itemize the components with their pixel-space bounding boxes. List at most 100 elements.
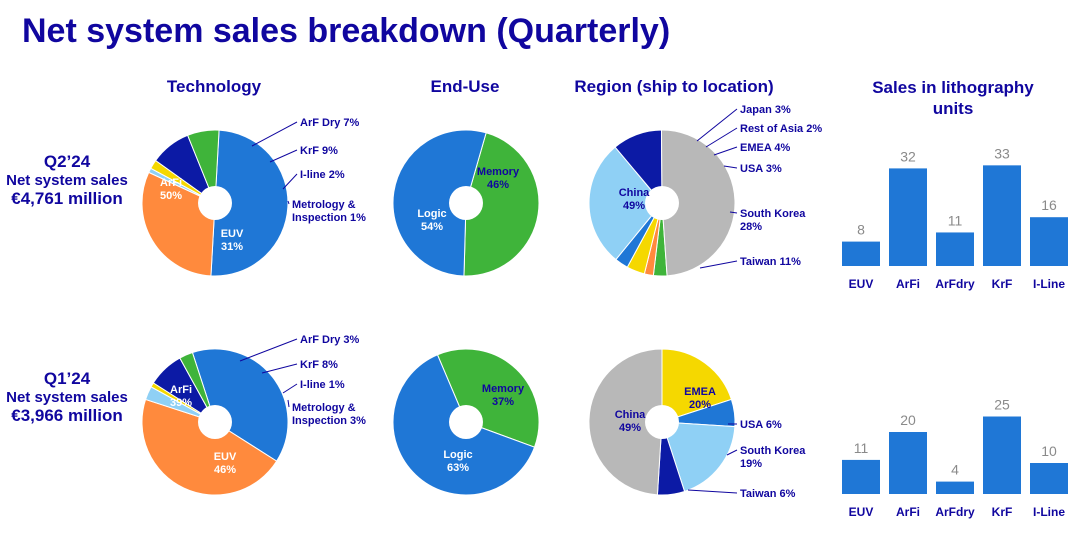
units-header: Sales in lithography units <box>872 78 1034 118</box>
technology-header: Technology <box>166 77 262 96</box>
bar-arfdry <box>936 481 974 494</box>
donut-hole <box>645 405 679 439</box>
slice-label-euv: EUV 46% <box>214 451 237 476</box>
slice-emea <box>661 348 733 423</box>
callout-line-japan <box>696 108 738 142</box>
region-q1-pie: EMEA 20% USA 6% South Korea 19% Taiwan 6% Chin… <box>588 348 806 500</box>
callout-i-line: I-line 1% <box>300 379 345 391</box>
callout-line-krf <box>261 363 298 374</box>
slice-label-china: China 49% <box>615 409 646 434</box>
callout-arf-dry: ArF Dry 7% <box>300 117 360 129</box>
callout-line-rest-of-asia <box>705 127 738 148</box>
bar-value-i-line: 16 <box>1041 197 1057 213</box>
bar-euv <box>842 459 880 494</box>
bar-category-arfi: ArFi <box>896 277 920 291</box>
region-header: Region (ship to location) <box>574 77 774 96</box>
bar-euv <box>842 241 880 266</box>
bar-category-krf: KrF <box>992 277 1013 291</box>
donut-hole <box>449 405 483 439</box>
slice-memory <box>436 348 540 448</box>
donut-hole <box>198 186 232 220</box>
slice-euv <box>141 398 278 496</box>
slice-label-memory: Memory 46% <box>477 166 520 191</box>
callout-krf: KrF 9% <box>300 145 338 157</box>
bar-value-krf: 25 <box>994 397 1010 413</box>
bar-category-i-line: I-Line <box>1033 505 1065 519</box>
callout-line-emea <box>713 146 738 156</box>
slice-arfi <box>191 348 289 462</box>
callout-arf-dry: ArF Dry 3% <box>300 334 360 346</box>
slice-label-emea: EMEA 20% <box>684 386 716 411</box>
enduse-q2-pie: Memory 46% Logic 54% <box>392 129 540 277</box>
bar-arfi <box>889 432 927 494</box>
units-q1-bar-chart: 11 EUV 20 ArFi 4 ArFdry 25 KrF 10 I-Line <box>842 397 1068 519</box>
sales-amount: €4,761 million <box>11 189 123 208</box>
callout-line-arf-dry <box>239 338 298 362</box>
callout-usa: USA 3% <box>740 163 782 175</box>
bar-value-euv: 8 <box>857 222 865 238</box>
callout-line-metrology-inspection <box>287 200 290 205</box>
bar-category-arfi: ArFi <box>896 505 920 519</box>
callout-japan: Japan 3% <box>740 104 791 116</box>
callout-metrology-inspection: Metrology & Inspection 3% <box>292 402 366 427</box>
callout-taiwan: Taiwan 11% <box>740 256 801 268</box>
bar-krf <box>983 165 1021 266</box>
callout-emea: EMEA 4% <box>740 142 791 154</box>
callout-i-line: I-line 2% <box>300 169 345 181</box>
callout-taiwan: Taiwan 6% <box>740 488 796 500</box>
callout-line-south-korea <box>729 211 738 214</box>
bar-arfdry <box>936 232 974 266</box>
quarter-label-q1: Q1’24 Net system sales €3,966 million <box>0 369 134 426</box>
callout-line-usa <box>723 165 738 169</box>
slice-china <box>660 129 736 277</box>
slice-china <box>588 348 663 496</box>
bar-arfi <box>889 168 927 266</box>
end-use-header: End-Use <box>430 77 500 96</box>
slice-arf-dry <box>179 351 216 423</box>
donut-hole <box>645 186 679 220</box>
slice-logic <box>392 129 487 277</box>
slice-label-china: China 49% <box>619 187 650 212</box>
bar-value-arfi: 32 <box>900 148 916 164</box>
donut-hole <box>198 405 232 439</box>
bar-value-arfdry: 4 <box>951 462 959 478</box>
sales-amount: €3,966 million <box>11 406 123 425</box>
bar-krf <box>983 416 1021 494</box>
sales-label: Net system sales <box>6 172 128 189</box>
slice-euv <box>141 171 216 277</box>
callout-line-krf <box>269 149 298 163</box>
quarter-name: Q2’24 <box>43 152 91 171</box>
bar-category-arfdry: ArFdry <box>935 505 975 519</box>
callout-line-i-line <box>282 383 298 394</box>
bar-value-euv: 11 <box>854 440 869 456</box>
slice-label-arfi: ArFi 39% <box>170 384 192 409</box>
tech-q1-pie: ArFi 39% EUV 46% Metrology & Inspection 3% I-l… <box>141 334 366 496</box>
bar-category-euv: EUV <box>849 277 874 291</box>
bar-value-i-line: 10 <box>1041 443 1057 459</box>
region-q2-pie: Japan 3% Rest of Asia 2% EMEA 4% USA 3% Sout… <box>588 104 822 277</box>
bar-category-krf: KrF <box>992 505 1013 519</box>
quarter-name: Q1’24 <box>43 369 91 388</box>
bar-category-arfdry: ArFdry <box>935 277 975 291</box>
units-q2-bar-chart: 8 EUV 32 ArFi 11 ArFdry 33 KrF 16 I-Line <box>842 145 1068 291</box>
slice-memory <box>463 132 540 277</box>
slice-arfi <box>210 129 289 277</box>
bar-i-line <box>1030 463 1068 494</box>
callout-line-metrology-inspection <box>287 399 290 408</box>
callout-line-i-line <box>282 173 298 190</box>
callout-line-taiwan <box>687 489 738 494</box>
callout-krf: KrF 8% <box>300 359 338 371</box>
enduse-q1-pie: Memory 37% Logic 63% <box>392 348 540 496</box>
callout-south-korea: South Korea 19% <box>740 445 806 470</box>
slice-label-memory: Memory 37% <box>482 383 525 408</box>
callout-metrology-inspection: Metrology & Inspection 1% <box>292 199 366 224</box>
slice-label-euv: EUV 31% <box>221 228 244 253</box>
sales-label: Net system sales <box>6 389 128 406</box>
bar-value-krf: 33 <box>994 145 1010 161</box>
callout-usa: USA 6% <box>740 419 782 431</box>
bar-value-arfdry: 11 <box>948 212 963 228</box>
bar-category-i-line: I-Line <box>1033 277 1065 291</box>
slice-south-korea <box>661 421 736 493</box>
slice-label-logic: Logic 63% <box>443 449 472 474</box>
